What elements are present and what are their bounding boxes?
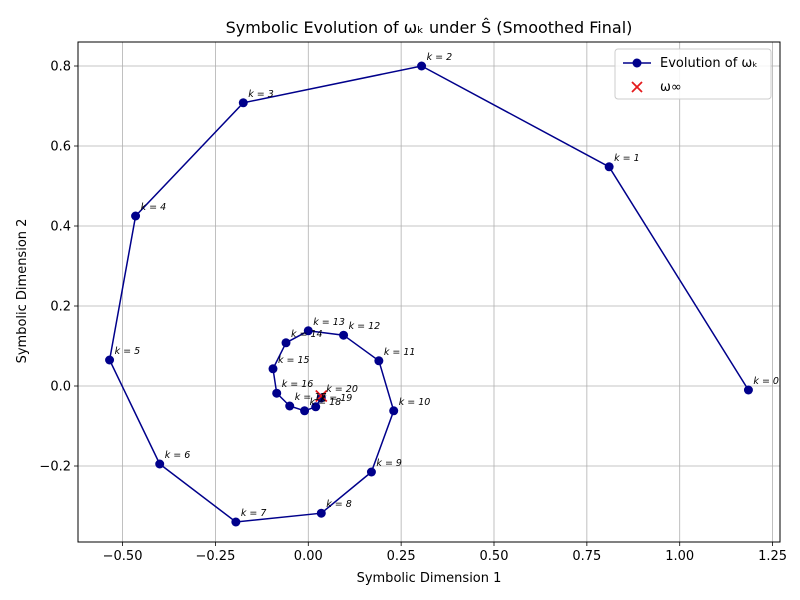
point-label: k = 14 <box>291 329 323 340</box>
omega-infinity-marker <box>315 389 328 403</box>
point-label: k = 6 <box>165 450 191 461</box>
x-tick-label: 0.25 <box>387 549 416 564</box>
point-label: k = 19 <box>321 393 353 404</box>
data-point <box>272 388 282 398</box>
data-point <box>339 330 349 340</box>
data-point <box>155 459 165 469</box>
x-tick-label: −0.50 <box>103 549 143 564</box>
data-point <box>316 393 326 403</box>
point-label: k = 20 <box>326 384 358 395</box>
legend-x-marker <box>631 81 643 93</box>
point-label: k = 16 <box>282 379 314 390</box>
data-point <box>131 211 141 221</box>
point-label: k = 17 <box>295 392 327 403</box>
data-point <box>366 467 376 477</box>
data-point <box>374 356 384 366</box>
data-point <box>268 364 278 374</box>
axis-ticks: −0.50 −0.25 0.00 0.25 0.50 0.75 1.00 1.25 −0.2 0.… <box>39 60 787 565</box>
data-point <box>303 326 313 336</box>
legend: Evolution of ωₖ ω∞ <box>614 48 772 100</box>
data-point <box>311 402 321 412</box>
x-tick-label: 0.00 <box>294 549 323 564</box>
y-tick-label: 0.4 <box>50 220 71 235</box>
y-tick-label: 0.8 <box>50 60 71 75</box>
y-tick-label: 0.2 <box>50 300 71 315</box>
point-label: k = 15 <box>278 355 310 366</box>
point-label: k = 12 <box>349 321 381 332</box>
point-label: k = 2 <box>427 52 453 63</box>
data-point <box>105 355 115 365</box>
data-point <box>316 508 326 518</box>
data-point <box>238 98 248 108</box>
data-point <box>300 406 310 416</box>
point-label: k = 1 <box>614 153 640 164</box>
point-label: k = 0 <box>753 376 779 387</box>
legend-entry-omega-infinity: ω∞ <box>660 80 682 95</box>
data-point <box>231 517 241 527</box>
x-tick-label: 0.50 <box>480 549 509 564</box>
data-point <box>389 406 399 416</box>
data-markers <box>105 61 753 527</box>
grid <box>78 42 780 542</box>
y-axis-title: Symbolic Dimension 2 <box>15 219 30 364</box>
plot-area-frame <box>77 41 781 543</box>
data-point <box>743 385 753 395</box>
point-label: k = 13 <box>313 317 345 328</box>
x-axis-title: Symbolic Dimension 1 <box>357 571 502 586</box>
y-tick-label: 0.6 <box>50 140 71 155</box>
point-label: k = 8 <box>326 499 352 510</box>
x-tick-label: 0.75 <box>572 549 601 564</box>
data-point <box>285 401 295 411</box>
point-label: k = 18 <box>310 397 342 408</box>
y-tick-label: 0.0 <box>50 380 71 395</box>
point-label: k = 7 <box>241 508 267 519</box>
point-label: k = 11 <box>384 347 416 358</box>
point-label: k = 5 <box>115 346 141 357</box>
point-label: k = 3 <box>248 89 274 100</box>
point-labels: k = 0 k = 1 k = 2 k = 3 k = 4 k = 5 k = 6 k = 7… <box>115 52 779 519</box>
point-label: k = 9 <box>376 458 402 469</box>
legend-circle-marker <box>632 58 642 68</box>
point-label: k = 4 <box>141 202 167 213</box>
x-tick-label: −0.25 <box>196 549 236 564</box>
x-tick-label: 1.25 <box>758 549 787 564</box>
data-point <box>604 162 614 172</box>
evolution-path <box>108 65 750 523</box>
y-tick-label: −0.2 <box>39 460 71 475</box>
legend-entry-evolution: Evolution of ωₖ <box>660 56 758 71</box>
legend-box <box>614 48 772 100</box>
chart-title: Symbolic Evolution of ωₖ under Ŝ (Smooth… <box>226 18 633 37</box>
point-label: k = 10 <box>399 397 431 408</box>
data-point <box>281 338 291 348</box>
series-line <box>108 65 750 523</box>
data-point <box>417 61 427 71</box>
x-tick-label: 1.00 <box>665 549 694 564</box>
